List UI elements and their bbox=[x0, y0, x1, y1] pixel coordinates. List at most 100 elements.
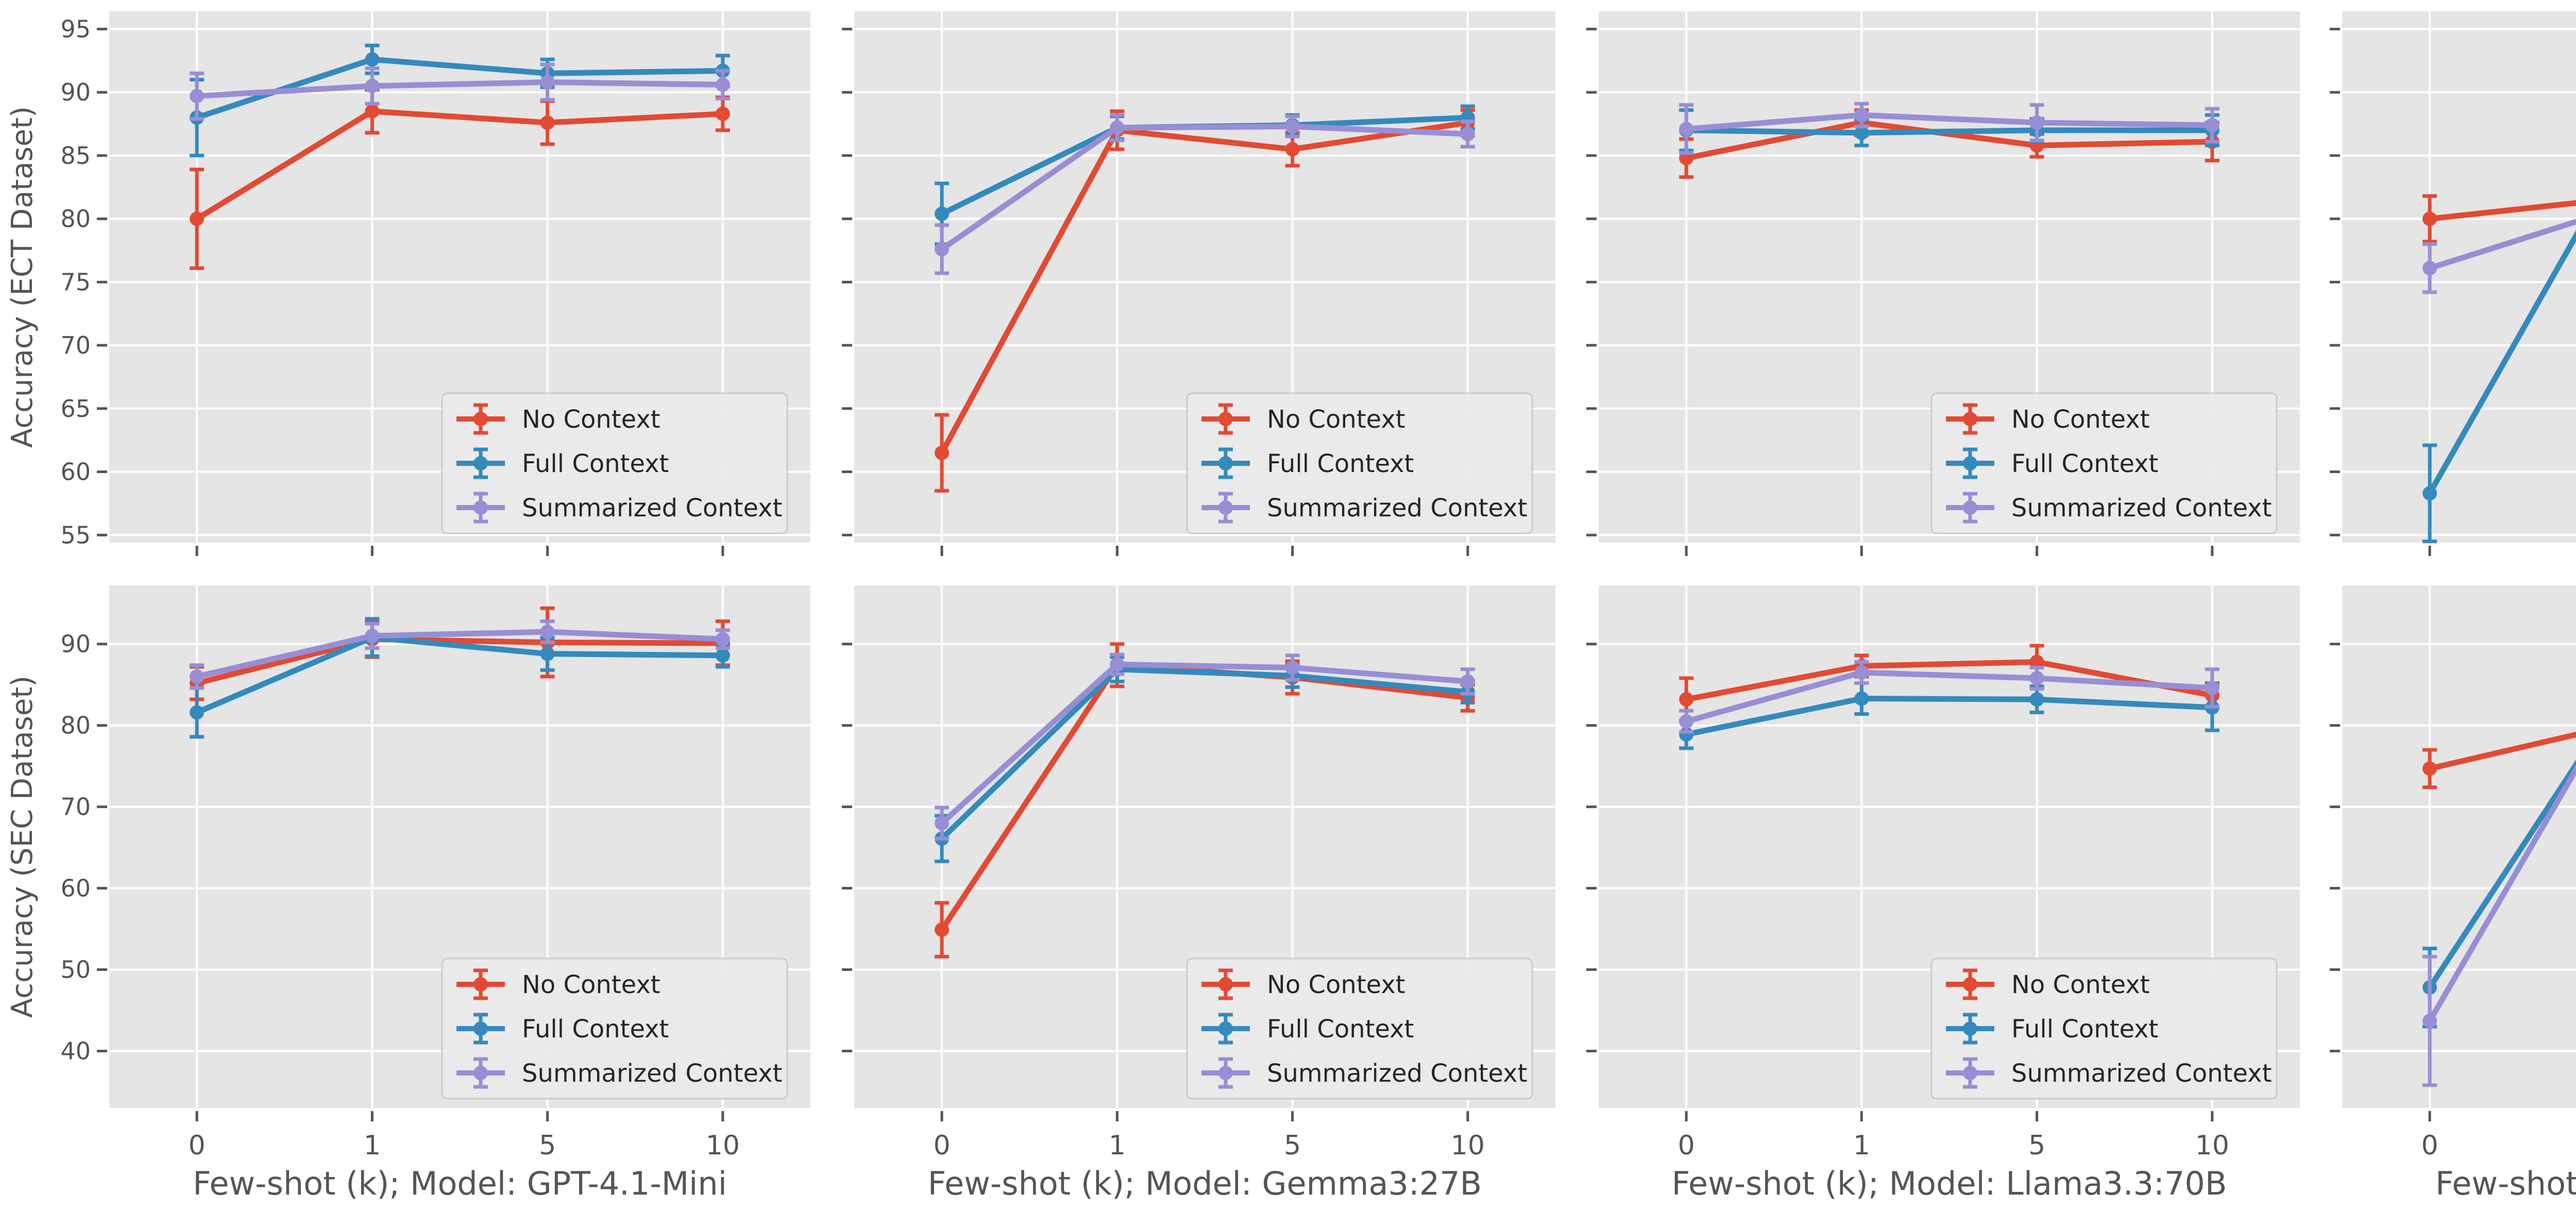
series-summarized-context bbox=[935, 652, 1475, 841]
series-no-context bbox=[2422, 731, 2576, 790]
data-point bbox=[190, 211, 205, 226]
legend-label: No Context bbox=[2011, 405, 2150, 434]
panel-ect-gpt-4-1-mini: 55 60 65 70 75 80 85 90 95 No Context Full Context… bbox=[6, 11, 810, 556]
x-tick-label: 0 bbox=[189, 1130, 206, 1161]
y-tick-label: 80 bbox=[60, 205, 91, 233]
legend-entry-no-context: No Context bbox=[456, 403, 660, 435]
legend-label: No Context bbox=[1267, 970, 1405, 999]
data-point bbox=[935, 922, 950, 937]
data-point bbox=[935, 206, 950, 221]
legend: No Context Full Context Summarized Context bbox=[1930, 392, 2278, 534]
legend-marker bbox=[1963, 1021, 1977, 1036]
series-line bbox=[2427, 219, 2576, 271]
y-tick-label: 75 bbox=[60, 268, 91, 296]
data-point bbox=[1285, 119, 1300, 134]
data-point bbox=[1854, 691, 1869, 706]
series-summarized-context bbox=[1679, 102, 2219, 155]
data-point bbox=[2029, 671, 2044, 686]
legend-marker bbox=[1963, 412, 1977, 426]
series-line bbox=[939, 661, 1471, 826]
data-point bbox=[2422, 761, 2437, 776]
panel-sec-gpt-4-1-mini: 40 50 60 70 80 90 0 1 5 10 No Context Full Context S… bbox=[6, 585, 810, 1202]
legend-marker bbox=[1963, 1066, 1977, 1080]
legend-label: Full Context bbox=[2011, 1015, 2158, 1044]
y-tick-label: 85 bbox=[60, 142, 91, 170]
data-point bbox=[2422, 261, 2437, 276]
x-tick-label: 5 bbox=[2028, 1130, 2045, 1161]
y-tick-label: 65 bbox=[60, 395, 91, 423]
legend-marker bbox=[1218, 456, 1233, 471]
legend-label: Summarized Context bbox=[522, 1059, 782, 1088]
data-point bbox=[715, 106, 730, 121]
data-point bbox=[715, 77, 730, 92]
data-point bbox=[2029, 115, 2044, 130]
data-point bbox=[1679, 714, 1694, 729]
y-tick-label: 95 bbox=[60, 15, 91, 43]
data-point bbox=[540, 625, 555, 640]
data-point bbox=[1460, 127, 1475, 142]
data-point bbox=[2205, 117, 2219, 132]
legend: No Context Full Context Summarized Context bbox=[441, 958, 788, 1100]
panel-sec-gemma3-27b: 0 1 5 10 No Context Full Context Summarized Co… bbox=[842, 585, 1555, 1202]
legend-label: Summarized Context bbox=[1267, 494, 1527, 523]
y-tick-label: 70 bbox=[60, 331, 91, 359]
legend-marker bbox=[1963, 500, 1977, 515]
data-point bbox=[715, 632, 730, 647]
data-point bbox=[1854, 108, 1869, 123]
legend-entry-no-context: No Context bbox=[1946, 403, 2150, 435]
y-tick-label: 50 bbox=[60, 955, 91, 983]
series-line bbox=[194, 629, 726, 680]
legend-label: No Context bbox=[522, 405, 660, 434]
y-tick-label: 55 bbox=[60, 521, 91, 549]
legend-entry-summarized-context: Summarized Context bbox=[1946, 492, 2272, 524]
legend: No Context Full Context Summarized Context bbox=[1930, 958, 2278, 1100]
legend-box bbox=[1930, 392, 2278, 534]
data-point bbox=[1854, 665, 1869, 680]
series-line bbox=[2427, 731, 2576, 771]
legend-box bbox=[1930, 958, 2278, 1100]
legend: No Context Full Context Summarized Context bbox=[1186, 958, 1533, 1100]
data-point bbox=[1460, 674, 1475, 689]
data-point bbox=[2029, 654, 2044, 669]
legend-label: Full Context bbox=[1267, 449, 1414, 478]
legend-marker bbox=[473, 1021, 488, 1036]
series-line bbox=[194, 634, 726, 715]
series-line bbox=[2427, 230, 2576, 496]
panel-ect-gemma3-27b: No Context Full Context Summarized Context bbox=[842, 11, 1555, 556]
x-tick-label: 0 bbox=[934, 1130, 951, 1161]
legend-label: Full Context bbox=[2011, 449, 2158, 478]
y-tick-label: 80 bbox=[60, 712, 91, 740]
legend-label: Summarized Context bbox=[1267, 1059, 1527, 1088]
y-tick-label: 90 bbox=[60, 630, 91, 658]
data-point bbox=[540, 646, 555, 661]
legend-label: Summarized Context bbox=[2011, 1059, 2272, 1088]
series-summarized-context bbox=[1679, 660, 2219, 734]
legend-label: Full Context bbox=[1267, 1015, 1414, 1044]
series-line bbox=[2427, 764, 2576, 1024]
data-point bbox=[2422, 1014, 2437, 1028]
legend-label: No Context bbox=[1267, 405, 1405, 434]
x-tick-label: 1 bbox=[1109, 1130, 1126, 1161]
data-point bbox=[365, 628, 380, 643]
legend-box bbox=[1186, 958, 1533, 1100]
series-line bbox=[1683, 696, 2215, 737]
data-point bbox=[365, 104, 380, 119]
x-axis-label-gpt-4-1-mini: Few-shot (k); Model: GPT-4.1-Mini bbox=[193, 1165, 727, 1202]
series-no-context bbox=[2422, 194, 2576, 244]
y-tick-label: 60 bbox=[60, 875, 91, 902]
data-point bbox=[935, 445, 950, 460]
data-point bbox=[1110, 120, 1125, 135]
series-line bbox=[2427, 200, 2576, 222]
data-point bbox=[540, 75, 555, 90]
legend-box bbox=[1186, 392, 1533, 534]
data-point bbox=[1679, 122, 1694, 137]
x-tick-label: 5 bbox=[1284, 1130, 1301, 1161]
legend-entry-full-context: Full Context bbox=[456, 1013, 669, 1045]
legend-marker bbox=[1218, 977, 1233, 992]
y-tick-label: 90 bbox=[60, 78, 91, 106]
legend-label: Full Context bbox=[522, 1015, 669, 1044]
series-summarized-context bbox=[2422, 219, 2576, 294]
x-axis-label-gemma3-27b: Few-shot (k); Model: Gemma3:27B bbox=[928, 1165, 1482, 1202]
x-axis-label-mistral-24b: Few-shot (k); Model: Mistral:24B bbox=[2435, 1165, 2576, 1202]
data-point bbox=[1854, 125, 1869, 140]
